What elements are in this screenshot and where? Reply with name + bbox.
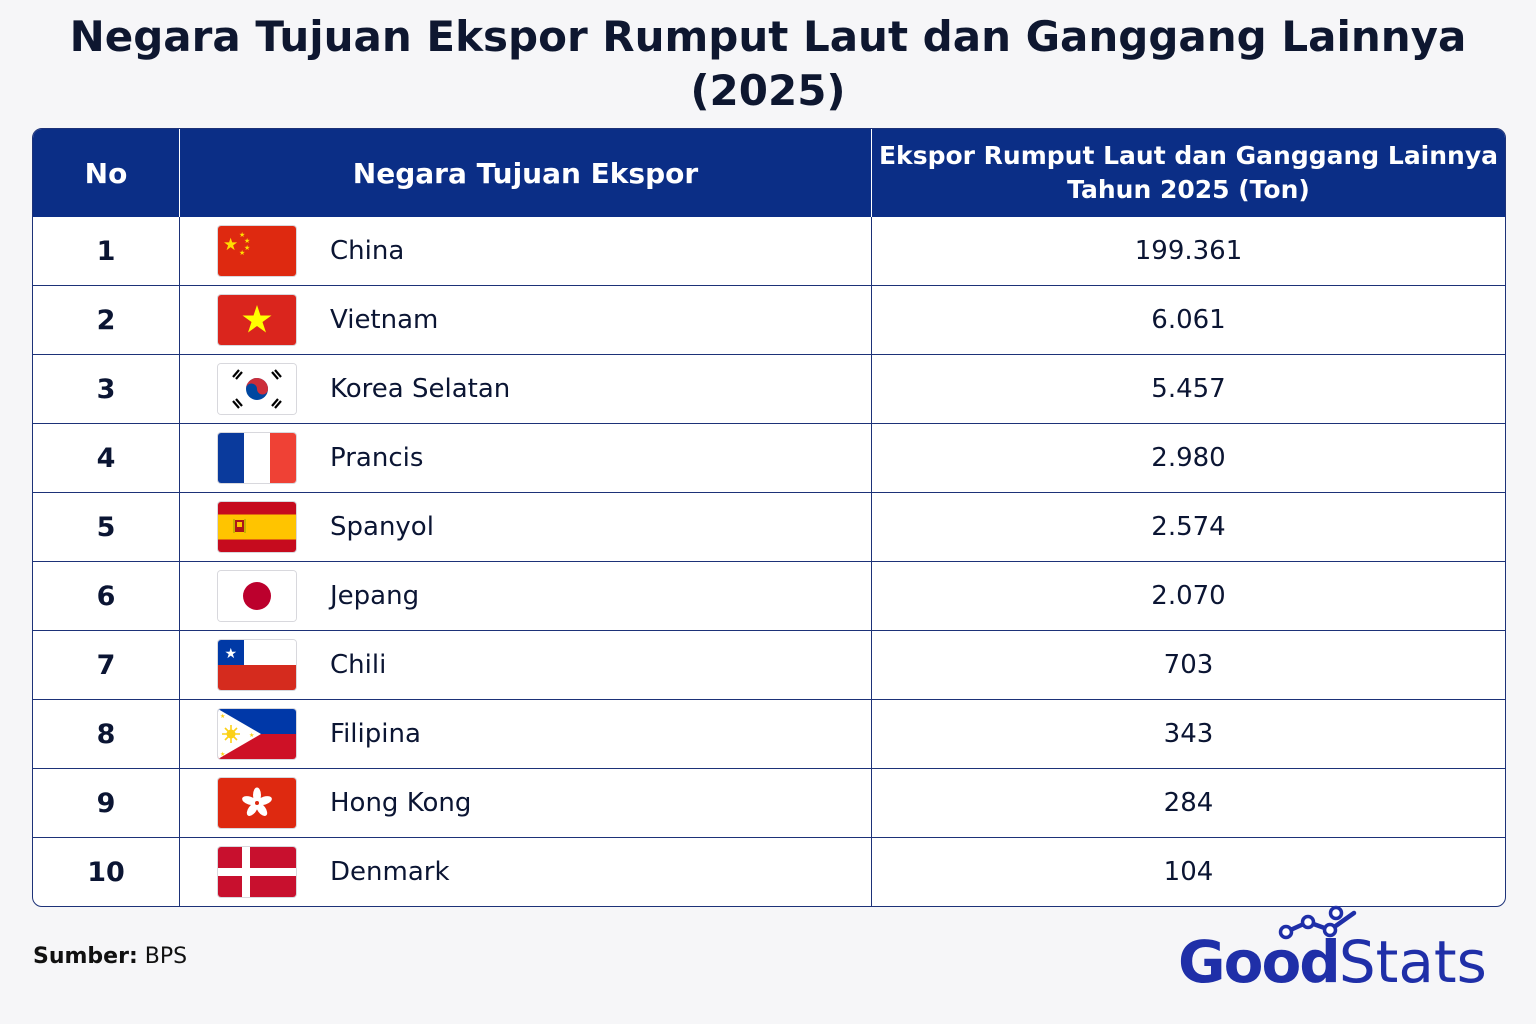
source-label: Sumber: — [33, 944, 138, 969]
row-country-cell: Hong Kong — [179, 769, 871, 837]
row-number: 10 — [87, 856, 125, 888]
hong-kong-flag-icon — [218, 778, 296, 828]
row-number: 2 — [96, 304, 116, 336]
row-number: 4 — [96, 442, 116, 474]
svg-text:★: ★ — [223, 235, 238, 255]
table-row: 5 Spanyol 2.574 — [33, 492, 1505, 561]
philippines-flag-icon: ★ ★ ★ — [218, 709, 296, 759]
row-country-name: Korea Selatan — [330, 374, 511, 404]
header-value-line2: Tahun 2025 (Ton) — [1067, 175, 1310, 204]
row-number: 3 — [96, 373, 116, 405]
row-country-cell: Korea Selatan — [179, 355, 871, 423]
svg-text:★: ★ — [244, 237, 250, 245]
france-flag-icon — [218, 433, 296, 483]
row-country-cell: ★ ★ ★ Filipina — [179, 700, 871, 768]
table-row: 9 Hong Kong 284 — [33, 768, 1505, 837]
row-value: 199.361 — [871, 217, 1505, 285]
japan-flag-icon — [218, 571, 296, 621]
row-country-name: Vietnam — [330, 305, 439, 335]
row-country-name: Filipina — [330, 719, 421, 749]
table-row: 2 Vietnam 6.061 — [33, 285, 1505, 354]
row-value: 2.070 — [871, 562, 1505, 630]
row-country-name: Denmark — [330, 857, 450, 887]
chart-title-line1: Negara Tujuan Ekspor Rumput Laut dan Gan… — [69, 12, 1467, 61]
svg-text:★: ★ — [249, 732, 254, 739]
logo-stats: Stats — [1338, 928, 1487, 996]
trend-line-icon — [1278, 905, 1357, 940]
row-number: 7 — [96, 649, 116, 681]
row-value: 2.980 — [871, 424, 1505, 492]
table-row: 7 ★ Chili 703 — [33, 630, 1505, 699]
row-country-cell: Vietnam — [179, 286, 871, 354]
row-country-name: Hong Kong — [330, 788, 472, 818]
source-note: Sumber: BPS — [33, 944, 187, 969]
table-row: 4 Prancis 2.980 — [33, 423, 1505, 492]
row-number: 1 — [96, 235, 116, 267]
chart-title: Negara Tujuan Ekspor Rumput Laut dan Gan… — [0, 10, 1536, 118]
row-country-name: Prancis — [330, 443, 424, 473]
row-number: 6 — [96, 580, 116, 612]
spain-flag-icon — [218, 502, 296, 552]
row-country-cell: ★ Chili — [179, 631, 871, 699]
row-value: 703 — [871, 631, 1505, 699]
export-table: No Negara Tujuan Ekspor Ekspor Rumput La… — [32, 128, 1506, 907]
svg-text:★: ★ — [220, 751, 225, 758]
header-value: Ekspor Rumput Laut dan Ganggang Lainnya … — [871, 129, 1505, 217]
header-country: Negara Tujuan Ekspor — [179, 129, 871, 217]
table-body: 1 ★ ★ ★ ★ ★ China 199.361 2 Vietnam 6.061 3 Korea Se… — [33, 217, 1505, 906]
vietnam-flag-icon — [218, 295, 296, 345]
row-country-cell: Spanyol — [179, 493, 871, 561]
svg-text:★: ★ — [225, 646, 238, 662]
table-header: No Negara Tujuan Ekspor Ekspor Rumput La… — [33, 129, 1505, 217]
row-number: 9 — [96, 787, 116, 819]
svg-text:★: ★ — [220, 713, 225, 720]
svg-text:★: ★ — [239, 249, 245, 257]
chile-flag-icon: ★ — [218, 640, 296, 690]
row-country-cell: Jepang — [179, 562, 871, 630]
logo-good: Good — [1178, 928, 1341, 996]
table-row: 1 ★ ★ ★ ★ ★ China 199.361 — [33, 217, 1505, 285]
header-no: No — [84, 156, 128, 190]
row-value: 5.457 — [871, 355, 1505, 423]
goodstats-logo: GoodStats — [1178, 900, 1508, 1000]
header-value-line1: Ekspor Rumput Laut dan Ganggang Lainnya — [878, 141, 1499, 170]
row-country-cell: ★ ★ ★ ★ ★ China — [179, 217, 871, 285]
denmark-flag-icon — [218, 847, 296, 897]
row-country-cell: Denmark — [179, 838, 871, 906]
svg-text:★: ★ — [244, 244, 250, 252]
row-value: 6.061 — [871, 286, 1505, 354]
row-country-name: China — [330, 236, 405, 266]
table-row: 3 Korea Selatan 5.457 — [33, 354, 1505, 423]
row-number: 5 — [96, 511, 116, 543]
row-value: 2.574 — [871, 493, 1505, 561]
row-country-name: Jepang — [330, 581, 420, 611]
row-value: 284 — [871, 769, 1505, 837]
table-row: 6 Jepang 2.070 — [33, 561, 1505, 630]
row-value: 104 — [871, 838, 1505, 906]
chart-title-line2: (2025) — [690, 66, 846, 115]
row-value: 343 — [871, 700, 1505, 768]
china-flag-icon: ★ ★ ★ ★ ★ — [218, 226, 296, 276]
table-row: 8 ★ ★ ★ Filipina 343 — [33, 699, 1505, 768]
row-country-name: Chili — [330, 650, 387, 680]
source-value: BPS — [144, 944, 188, 969]
row-number: 8 — [96, 718, 116, 750]
south-korea-flag-icon — [218, 364, 296, 414]
table-row: 10 Denmark 104 — [33, 837, 1505, 906]
row-country-cell: Prancis — [179, 424, 871, 492]
svg-text:★: ★ — [239, 231, 245, 239]
row-country-name: Spanyol — [330, 512, 434, 542]
